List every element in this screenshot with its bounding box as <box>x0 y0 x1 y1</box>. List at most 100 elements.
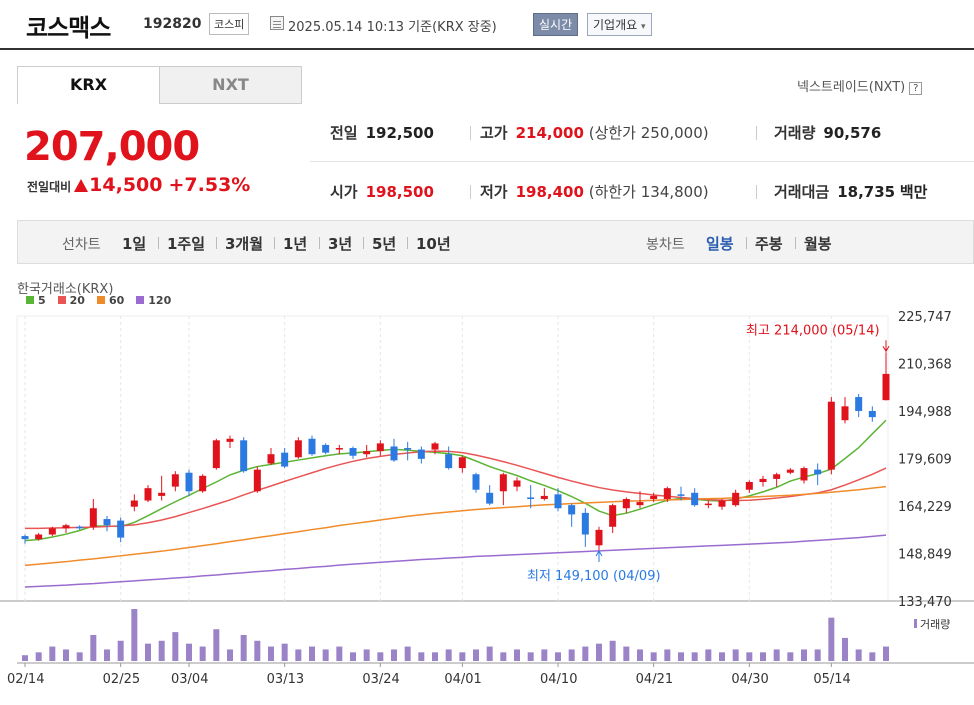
tab-nxt[interactable]: NXT <box>159 66 302 104</box>
candle-body <box>212 440 220 469</box>
candle-body <box>76 526 84 529</box>
volume-bar <box>801 649 807 661</box>
candle-daily[interactable]: 일봉 <box>706 235 734 253</box>
volume-bar <box>158 640 165 661</box>
stock-code: 192820 <box>143 16 202 32</box>
volume-bar <box>35 652 42 661</box>
volume-bar <box>336 646 343 661</box>
candle-weekly[interactable]: 주봉 <box>755 235 783 253</box>
candle-body <box>786 469 794 473</box>
candle-monthly[interactable]: 월봉 <box>804 235 832 253</box>
candle-body <box>540 495 548 499</box>
volume-bar <box>459 652 466 661</box>
volume-bar <box>445 649 452 661</box>
candle-body <box>609 505 617 527</box>
ma-line-20 <box>25 450 887 530</box>
candle-body <box>732 492 740 506</box>
x-tick-label: 03/13 <box>267 672 304 687</box>
volume-bar <box>391 649 397 661</box>
ma-line-60 <box>24 485 887 567</box>
candle-body <box>117 520 125 538</box>
candle-body <box>390 446 398 461</box>
volume-bar <box>609 640 616 661</box>
candle-body <box>691 492 699 506</box>
market-badge: 코스피 <box>209 13 250 35</box>
price-chart[interactable]: 225,747 210,368 194,988 179,609 164,229 148,8… <box>0 300 974 705</box>
volume-bar <box>213 629 220 661</box>
volume-bar <box>486 646 493 661</box>
candle-body <box>759 478 767 482</box>
volume-bar <box>131 609 138 661</box>
legend-ma60: 60 <box>96 294 124 307</box>
candle-body <box>335 448 343 450</box>
period-3m[interactable]: 3개월 <box>225 235 264 253</box>
candle-body <box>62 525 70 529</box>
x-tick-label: 02/14 <box>7 672 44 687</box>
ma-line-120 <box>24 534 887 588</box>
period-10y[interactable]: 10년 <box>416 235 451 253</box>
company-name: 코스맥스 <box>26 14 111 42</box>
candle-body <box>144 488 152 501</box>
candle-body <box>89 508 97 527</box>
candle-body <box>513 480 521 487</box>
candle-body <box>431 443 439 450</box>
y-tick-label: 179,609 <box>898 453 952 468</box>
candle-body <box>704 503 712 506</box>
period-3y[interactable]: 3년 <box>328 235 353 253</box>
volume-bar <box>363 649 370 661</box>
volume-bar <box>650 652 657 661</box>
quote-summary: 전일 192,500 고가 214,000 (상한가 250,000) 거래량 90,… <box>310 112 974 208</box>
realtime-button[interactable]: 실시간 <box>533 13 579 36</box>
volume-bar <box>514 649 520 661</box>
volume-bar <box>186 643 192 661</box>
candle-body <box>486 492 494 504</box>
day-low: 198,400 <box>515 183 584 201</box>
volume-bar <box>691 652 698 661</box>
volume: 90,576 <box>823 124 882 142</box>
quote-basis: 기준(KRX 장중) <box>408 20 497 35</box>
candle-body <box>814 469 822 475</box>
candle-body <box>595 529 603 546</box>
volume-bar <box>555 652 561 661</box>
candle-body <box>363 451 371 455</box>
candle-chart-label: 봉차트 <box>646 237 685 253</box>
candle-body <box>158 492 166 496</box>
volume-bar <box>254 640 261 661</box>
arrow-up-icon <box>74 179 89 192</box>
volume-bar <box>678 652 684 661</box>
volume-legend-label: 거래량 <box>920 618 950 631</box>
nxt-link[interactable]: 넥스트레이드(NXT)? <box>797 76 923 95</box>
volume-bar <box>746 652 753 661</box>
tab-krx[interactable]: KRX <box>17 66 160 104</box>
price-change: 전일대비 14,500 +7.53% <box>27 174 250 196</box>
candle-body <box>171 474 179 487</box>
volume-bar <box>90 635 97 661</box>
candle-body <box>499 474 507 492</box>
company-info-dropdown[interactable]: 기업개요 ▾ <box>587 13 652 36</box>
volume-bar <box>596 643 602 661</box>
candle-body <box>103 519 111 526</box>
candle-body <box>568 505 576 515</box>
candle-body <box>773 474 781 479</box>
volume-bar <box>869 652 876 661</box>
help-icon[interactable]: ? <box>909 82 923 95</box>
volume-bar <box>63 649 69 661</box>
exchange-label: 한국거래소(KRX) <box>17 282 114 297</box>
period-1w[interactable]: 1주일 <box>167 235 206 253</box>
line-chart-label: 선차트 <box>62 237 101 253</box>
calendar-icon <box>270 16 284 30</box>
amount-unit: 백만 <box>899 183 928 201</box>
period-1d[interactable]: 1일 <box>122 235 147 253</box>
candle-body <box>827 401 835 470</box>
period-5y[interactable]: 5년 <box>372 235 397 253</box>
upper-limit: (상한가 250,000) <box>588 124 709 142</box>
candle-body <box>650 495 658 499</box>
candle-body <box>48 528 56 535</box>
period-1y[interactable]: 1년 <box>283 235 308 253</box>
volume-bar <box>828 617 835 661</box>
volume-bar <box>623 646 630 661</box>
open-price: 198,500 <box>365 183 434 201</box>
candle-body <box>800 468 808 481</box>
trade-amount: 18,735 <box>837 183 896 201</box>
x-tick-label: 03/24 <box>362 672 399 687</box>
